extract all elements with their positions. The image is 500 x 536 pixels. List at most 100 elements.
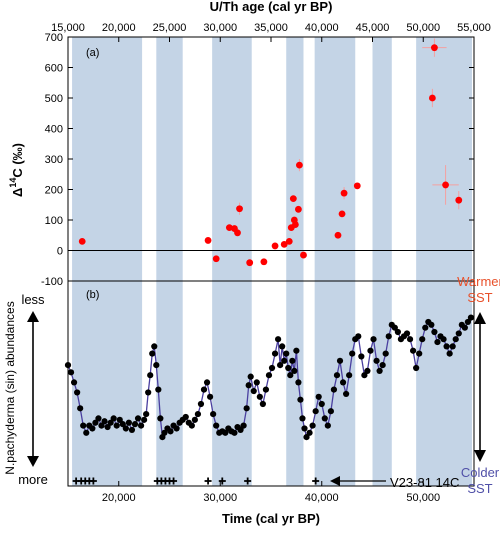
abundance-point [287,372,294,379]
abundance-point [303,434,310,441]
abundance-line [67,317,472,440]
abundance-point [291,367,298,374]
abundance-point [147,372,154,379]
c14-date-markers [72,477,320,485]
panel-b-frame [67,280,475,487]
abundance-point [161,429,168,436]
abundance-point [141,416,148,423]
abundance-point [367,347,374,354]
data-point [225,224,233,232]
shaded-interval-0 [72,37,143,486]
y-tick-label: 100 [45,215,63,227]
data-point [300,251,307,259]
shaded-interval-5 [372,37,392,486]
data-point [285,237,293,245]
abundance-point [207,393,214,400]
shaded-interval-2 [212,37,252,486]
abundance-point [194,410,202,418]
abundance-point [151,343,158,350]
abundance-point [295,379,302,386]
y-tick-label: 700 [45,32,63,44]
abundance-point [222,429,229,436]
abundance-point [262,386,270,393]
abundance-point [440,336,447,343]
abundance-point [256,393,263,400]
abundance-point [149,350,156,357]
panel-b-label: (b) [86,289,99,301]
abundance-point [373,357,380,364]
abundance-point [297,396,304,403]
abundance-point [336,357,344,364]
bottom-tick-label: 50,000 [406,492,440,504]
abundance-point [80,422,87,429]
abundance-point [200,386,208,393]
abundance-point [461,324,468,331]
abundance-point [327,408,334,415]
abundance-point [306,429,313,436]
abundance-point [467,314,475,321]
panel-b-series [64,314,475,441]
abundance-point [70,379,78,386]
abundance-point [301,425,308,432]
abundance-point [268,364,276,372]
abundance-point [299,415,306,422]
abundance-point [64,362,72,369]
shaded-interval-4 [314,37,356,486]
abundance-point [339,379,347,386]
shaded-interval-6 [416,37,472,486]
abundance-point [289,357,296,364]
abundance-point [131,421,139,428]
abundance-point [394,328,401,336]
data-point [296,161,303,169]
abundance-point [77,405,84,412]
abundance-point [67,369,75,376]
top-tick-label: 25,000 [153,22,187,34]
data-point [246,259,254,267]
y-title-rest: C (‰) [10,143,25,178]
panel-a-y-ticks: -100 0 100 200 300 400 500 600 700 [41,32,474,288]
data-point [340,189,348,197]
abundance-point [134,415,142,422]
data-point [442,181,449,189]
shaded-intervals [72,37,472,486]
abundance-point [321,415,328,422]
abundance-point [385,333,392,340]
abundance-point [277,362,284,369]
data-point [271,242,279,250]
y-tick-label: -100 [41,276,63,288]
bottom-axis-title: Time (cal yr BP) [222,511,320,526]
y-title-sup: 14 [8,178,18,188]
abundance-point [416,350,423,357]
y-axis-label-more: more [18,472,48,487]
abundance-point [197,400,205,408]
abundance-point [446,350,453,357]
data-point [280,241,288,248]
abundance-point [237,426,244,434]
abundance-point [265,372,273,379]
abundance-point [403,330,411,337]
abundance-point [153,362,160,369]
abundance-point [213,422,220,429]
abundance-point [330,386,338,393]
abundance-point [128,426,136,434]
data-point [204,237,212,244]
abundance-point [279,343,286,350]
top-tick-label: 15,000 [51,22,85,34]
abundance-point [191,416,198,423]
sst-arrow-up-icon [474,312,486,324]
abundance-point [443,343,450,350]
abundance-point [382,350,389,357]
abundance-point [358,353,365,360]
abundance-point [455,330,462,337]
y-tick-label: 600 [45,63,63,75]
abundance-point [283,350,290,357]
y-arrow-up-icon [27,311,39,322]
colder-sst-label: SST [467,481,492,496]
abundance-point [293,347,300,354]
data-point [431,44,438,52]
abundance-point [253,379,260,386]
abundance-point [364,367,371,374]
abundance-point [83,429,90,436]
abundance-point [240,422,247,429]
colder-label: Colder [461,465,500,480]
